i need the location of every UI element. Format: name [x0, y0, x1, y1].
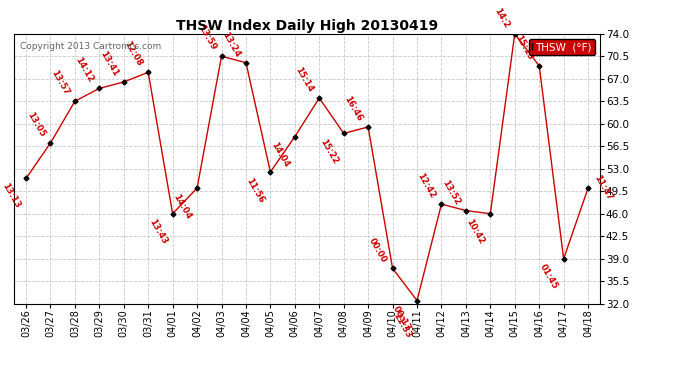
Text: 15:14: 15:14	[293, 66, 315, 94]
Text: Copyright 2013 Cartronics.com: Copyright 2013 Cartronics.com	[19, 42, 161, 51]
Legend: THSW  (°F): THSW (°F)	[529, 39, 595, 55]
Text: 12:08: 12:08	[123, 40, 144, 68]
Title: THSW Index Daily High 20130419: THSW Index Daily High 20130419	[176, 19, 438, 33]
Text: 12:42: 12:42	[415, 171, 437, 200]
Text: 13:13: 13:13	[0, 181, 22, 210]
Text: 11:47: 11:47	[592, 174, 614, 202]
Text: 10:42: 10:42	[464, 218, 486, 246]
Text: 13:52: 13:52	[440, 178, 462, 206]
Text: 13:57: 13:57	[49, 69, 71, 97]
Text: 00:00: 00:00	[367, 236, 388, 264]
Text: 14:12: 14:12	[74, 56, 95, 84]
Text: 14:04: 14:04	[171, 192, 193, 220]
Text: 14:04: 14:04	[269, 141, 290, 169]
Text: 13:24: 13:24	[220, 30, 242, 58]
Text: 21:33: 21:33	[391, 312, 413, 340]
Text: 15:22: 15:22	[318, 138, 339, 166]
Text: 13:43: 13:43	[147, 218, 168, 246]
Text: 13:05: 13:05	[25, 111, 46, 139]
Text: 01:45: 01:45	[538, 263, 560, 291]
Text: 13:41: 13:41	[98, 50, 119, 78]
Text: 15:13: 15:13	[513, 33, 535, 62]
Text: 11:56: 11:56	[245, 176, 266, 204]
Text: 00:17: 00:17	[391, 305, 413, 333]
Text: 16:46: 16:46	[342, 94, 364, 123]
Text: 13:59: 13:59	[196, 24, 217, 52]
Text: 14:2: 14:2	[492, 6, 511, 30]
